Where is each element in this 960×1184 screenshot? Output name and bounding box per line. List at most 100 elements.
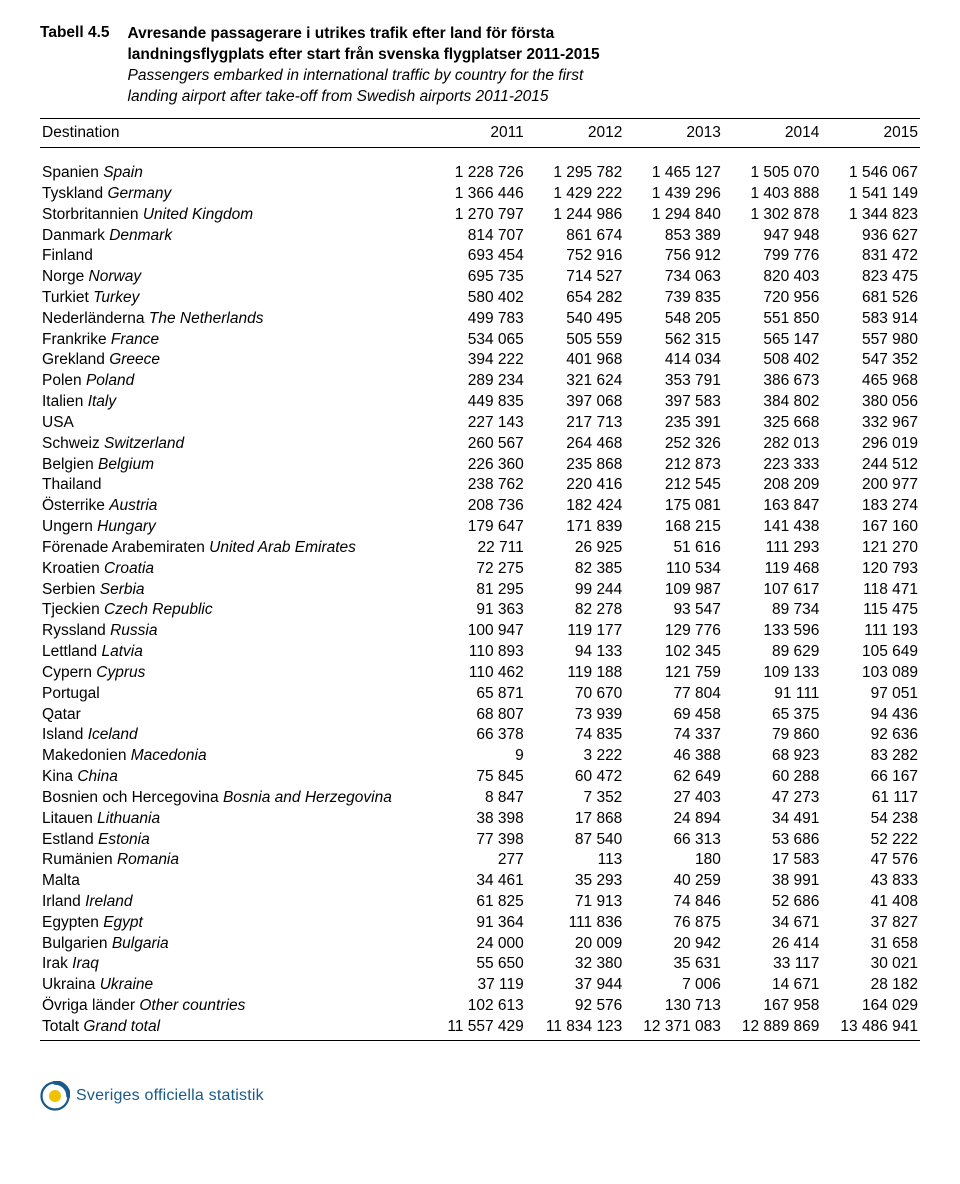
value-cell: 74 835 [526,725,625,746]
table-row: Malta34 46135 29340 25938 99143 833 [40,871,920,892]
value-cell: 1 302 878 [723,204,822,225]
value-cell: 353 791 [624,371,723,392]
value-cell: 1 228 726 [427,163,526,184]
value-cell: 32 380 [526,954,625,975]
value-cell: 8 847 [427,787,526,808]
value-cell: 129 776 [624,621,723,642]
value-cell: 22 711 [427,537,526,558]
value-cell: 212 545 [624,475,723,496]
value-cell: 91 364 [427,912,526,933]
value-cell: 220 416 [526,475,625,496]
value-cell: 548 205 [624,308,723,329]
value-cell: 9 [427,746,526,767]
col-2015: 2015 [821,118,920,147]
country-cell: Schweiz Switzerland [40,433,427,454]
table-row: Ungern Hungary179 647171 839168 215141 4… [40,517,920,538]
total-value: 11 834 123 [526,1016,625,1040]
value-cell: 82 385 [526,558,625,579]
value-cell: 77 804 [624,683,723,704]
value-cell: 76 875 [624,912,723,933]
value-cell: 60 472 [526,767,625,788]
value-cell: 235 391 [624,412,723,433]
table-number: Tabell 4.5 [40,24,128,42]
value-cell: 68 807 [427,704,526,725]
value-cell: 28 182 [821,975,920,996]
value-cell: 119 188 [526,662,625,683]
value-cell: 103 089 [821,662,920,683]
value-cell: 94 436 [821,704,920,725]
value-cell: 81 295 [427,579,526,600]
value-cell: 508 402 [723,350,822,371]
table-row: Irland Ireland61 82571 91374 84652 68641… [40,892,920,913]
country-cell: Egypten Egypt [40,912,427,933]
value-cell: 1 366 446 [427,183,526,204]
value-cell: 109 133 [723,662,822,683]
table-row: Ukraina Ukraine37 11937 9447 00614 67128… [40,975,920,996]
value-cell: 24 894 [624,808,723,829]
country-cell: Island Iceland [40,725,427,746]
value-cell: 1 429 222 [526,183,625,204]
value-cell: 37 827 [821,912,920,933]
table-row: Belgien Belgium226 360235 868212 873223 … [40,454,920,475]
value-cell: 693 454 [427,246,526,267]
value-cell: 20 009 [526,933,625,954]
table-row: Finland693 454752 916756 912799 776831 4… [40,246,920,267]
table-row: Ryssland Russia100 947119 177129 776133 … [40,621,920,642]
value-cell: 175 081 [624,496,723,517]
value-cell: 1 546 067 [821,163,920,184]
value-cell: 654 282 [526,287,625,308]
value-cell: 235 868 [526,454,625,475]
value-cell: 72 275 [427,558,526,579]
value-cell: 208 209 [723,475,822,496]
value-cell: 499 783 [427,308,526,329]
value-cell: 113 [526,850,625,871]
value-cell: 861 674 [526,225,625,246]
country-cell: Grekland Greece [40,350,427,371]
value-cell: 695 735 [427,267,526,288]
value-cell: 384 802 [723,392,822,413]
table-row: Qatar68 80773 93969 45865 37594 436 [40,704,920,725]
table-row: Irak Iraq55 65032 38035 63133 11730 021 [40,954,920,975]
value-cell: 260 567 [427,433,526,454]
value-cell: 1 439 296 [624,183,723,204]
country-cell: Nederländerna The Netherlands [40,308,427,329]
value-cell: 565 147 [723,329,822,350]
title-en-line2: landing airport after take-off from Swed… [128,88,549,105]
table-row: Österrike Austria208 736182 424175 08116… [40,496,920,517]
value-cell: 380 056 [821,392,920,413]
col-2011: 2011 [427,118,526,147]
value-cell: 171 839 [526,517,625,538]
value-cell: 505 559 [526,329,625,350]
table-row: Danmark Denmark814 707861 674853 389947 … [40,225,920,246]
value-cell: 401 968 [526,350,625,371]
total-value: 12 371 083 [624,1016,723,1040]
value-cell: 110 893 [427,642,526,663]
value-cell: 73 939 [526,704,625,725]
col-2012: 2012 [526,118,625,147]
table-row: Turkiet Turkey580 402654 282739 835720 9… [40,287,920,308]
value-cell: 212 873 [624,454,723,475]
value-cell: 252 326 [624,433,723,454]
value-cell: 37 944 [526,975,625,996]
country-cell: Tyskland Germany [40,183,427,204]
value-cell: 720 956 [723,287,822,308]
value-cell: 38 991 [723,871,822,892]
value-cell: 61 117 [821,787,920,808]
value-cell: 24 000 [427,933,526,954]
total-label: Totalt Grand total [40,1016,427,1040]
value-cell: 936 627 [821,225,920,246]
value-cell: 107 617 [723,579,822,600]
value-cell: 394 222 [427,350,526,371]
value-cell: 163 847 [723,496,822,517]
passenger-table: Destination 2011 2012 2013 2014 2015 Spa… [40,118,920,1041]
value-cell: 734 063 [624,267,723,288]
value-cell: 562 315 [624,329,723,350]
value-cell: 77 398 [427,829,526,850]
value-cell: 714 527 [526,267,625,288]
table-row: Storbritannien United Kingdom1 270 7971 … [40,204,920,225]
table-row: Övriga länder Other countries102 61392 5… [40,996,920,1017]
value-cell: 947 948 [723,225,822,246]
value-cell: 51 616 [624,537,723,558]
value-cell: 70 670 [526,683,625,704]
value-cell: 449 835 [427,392,526,413]
